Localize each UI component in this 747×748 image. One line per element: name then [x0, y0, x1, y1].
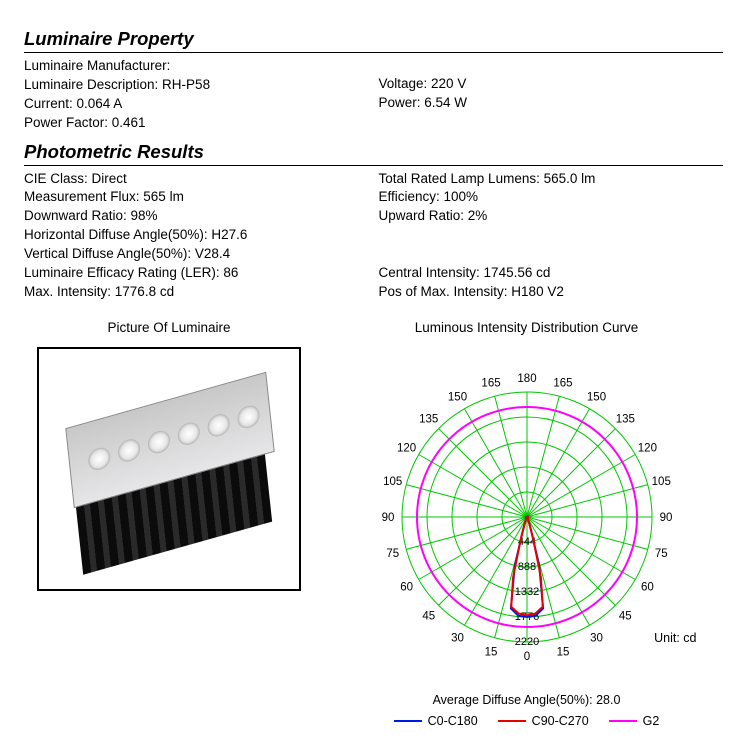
photometric-left-row: Vertical Diffuse Angle(50%): V28.4 — [24, 245, 369, 264]
avg-diffuse-angle: Average Diffuse Angle(50%): 28.0 — [330, 693, 723, 707]
luminaire-property-block: Luminaire Manufacturer:Luminaire Descrip… — [24, 57, 723, 133]
svg-text:150: 150 — [447, 391, 466, 403]
svg-text:90: 90 — [381, 512, 394, 524]
svg-text:888: 888 — [517, 561, 535, 573]
luminaire-right-row: Voltage: 220 V — [379, 75, 724, 94]
svg-text:90: 90 — [659, 512, 672, 524]
legend-item: G2 — [609, 714, 660, 728]
unit-label: Unit: cd — [654, 631, 696, 645]
photometric-right-row: Pos of Max. Intensity: H180 V2 — [379, 283, 724, 302]
svg-text:180: 180 — [517, 373, 536, 385]
luminaire-property-heading: Luminaire Property — [24, 28, 723, 53]
luminaire-right-row: Power: 6.54 W — [379, 94, 724, 113]
legend-item: C90-C270 — [498, 714, 589, 728]
svg-text:15: 15 — [556, 646, 569, 658]
legend-item: C0-C180 — [394, 714, 478, 728]
photometric-results-block: CIE Class: DirectMeasurement Flux: 565 l… — [24, 170, 723, 302]
svg-text:120: 120 — [637, 442, 656, 454]
photometric-right-row: Efficiency: 100% — [379, 188, 724, 207]
svg-text:60: 60 — [400, 581, 413, 593]
photometric-right-row: Total Rated Lamp Lumens: 565.0 lm — [379, 170, 724, 189]
svg-text:75: 75 — [654, 548, 667, 560]
svg-text:30: 30 — [590, 632, 603, 644]
photometric-right-row — [379, 226, 724, 245]
svg-text:135: 135 — [419, 414, 438, 426]
photometric-left-row: Luminaire Efficacy Rating (LER): 86 — [24, 264, 369, 283]
legend: C0-C180 C90-C270 G2 — [330, 711, 723, 728]
svg-text:45: 45 — [618, 610, 631, 622]
photometric-results-heading: Photometric Results — [24, 141, 723, 166]
luminaire-left-row: Power Factor: 0.461 — [24, 114, 369, 133]
svg-text:45: 45 — [422, 610, 435, 622]
photometric-left-row: Horizontal Diffuse Angle(50%): H27.6 — [24, 226, 369, 245]
photometric-right-row: Central Intensity: 1745.56 cd — [379, 264, 724, 283]
luminaire-left-row: Luminaire Manufacturer: — [24, 57, 369, 76]
svg-text:150: 150 — [586, 391, 605, 403]
svg-text:105: 105 — [651, 476, 670, 488]
photometric-left-row: Downward Ratio: 98% — [24, 207, 369, 226]
luminaire-left-row: Luminaire Description: RH-P58 — [24, 76, 369, 95]
svg-text:1332: 1332 — [514, 586, 538, 598]
svg-text:60: 60 — [640, 581, 653, 593]
svg-text:75: 75 — [386, 548, 399, 560]
polar-chart: 0 15 15 30 30 45 45 60 60 75 75 90 90 105 105 120 120 135… — [347, 347, 707, 687]
svg-text:165: 165 — [553, 378, 572, 390]
picture-of-luminaire-title: Picture Of Luminaire — [24, 320, 314, 335]
distribution-curve-title: Luminous Intensity Distribution Curve — [330, 320, 723, 335]
svg-text:15: 15 — [484, 646, 497, 658]
svg-text:105: 105 — [383, 476, 402, 488]
svg-text:30: 30 — [451, 632, 464, 644]
svg-text:165: 165 — [481, 378, 500, 390]
svg-text:2220: 2220 — [514, 636, 538, 648]
photometric-left-row: Max. Intensity: 1776.8 cd — [24, 283, 369, 302]
photometric-left-row: Measurement Flux: 565 lm — [24, 188, 369, 207]
luminaire-left-row: Current: 0.064 A — [24, 95, 369, 114]
photometric-left-row: CIE Class: Direct — [24, 170, 369, 189]
svg-text:135: 135 — [615, 414, 634, 426]
luminaire-photo — [37, 347, 301, 591]
photometric-right-row: Upward Ratio: 2% — [379, 207, 724, 226]
svg-text:120: 120 — [397, 442, 416, 454]
photometric-right-row — [379, 245, 724, 264]
svg-text:0: 0 — [523, 651, 529, 663]
